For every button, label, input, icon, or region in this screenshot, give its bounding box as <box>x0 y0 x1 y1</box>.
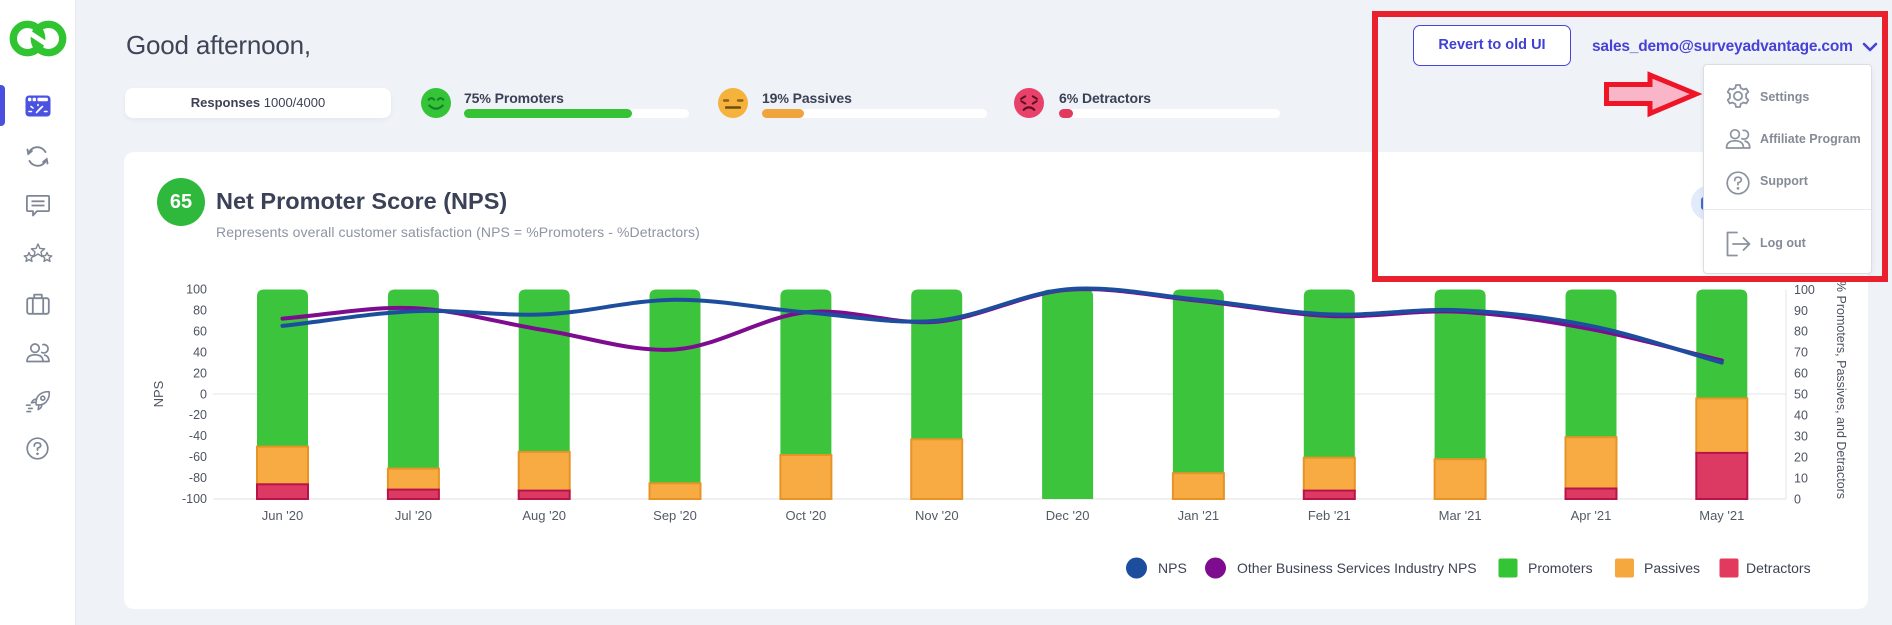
svg-text:% Promoters, Passives, and Det: % Promoters, Passives, and Detractors <box>1834 281 1848 499</box>
svg-text:80: 80 <box>193 304 207 318</box>
svg-text:Passives: Passives <box>1644 560 1700 576</box>
svg-text:Nov '20: Nov '20 <box>915 508 959 523</box>
svg-text:70: 70 <box>1794 346 1808 360</box>
svg-text:NPS: NPS <box>1158 560 1187 576</box>
svg-text:Aug '20: Aug '20 <box>522 508 566 523</box>
svg-text:0: 0 <box>1794 492 1801 506</box>
svg-text:Feb '21: Feb '21 <box>1308 508 1351 523</box>
svg-text:20: 20 <box>193 366 207 380</box>
svg-text:50: 50 <box>1794 388 1808 402</box>
svg-text:Jun '20: Jun '20 <box>262 508 304 523</box>
svg-text:100: 100 <box>1794 283 1815 297</box>
svg-text:60: 60 <box>193 324 207 338</box>
svg-text:40: 40 <box>1794 409 1808 423</box>
svg-text:Dec '20: Dec '20 <box>1046 508 1090 523</box>
svg-text:0: 0 <box>200 387 207 401</box>
svg-text:-100: -100 <box>182 492 207 506</box>
svg-text:Jan '21: Jan '21 <box>1178 508 1220 523</box>
svg-text:20: 20 <box>1794 450 1808 464</box>
svg-text:Other Business Services Indust: Other Business Services Industry NPS <box>1237 560 1477 576</box>
svg-text:Sep '20: Sep '20 <box>653 508 697 523</box>
svg-text:-80: -80 <box>189 471 207 485</box>
svg-text:NPS: NPS <box>151 380 166 407</box>
svg-text:60: 60 <box>1794 367 1808 381</box>
svg-text:90: 90 <box>1794 304 1808 318</box>
svg-text:Oct '20: Oct '20 <box>786 508 827 523</box>
svg-text:Promoters: Promoters <box>1528 560 1593 576</box>
svg-text:Mar '21: Mar '21 <box>1439 508 1482 523</box>
svg-text:80: 80 <box>1794 325 1808 339</box>
svg-text:May '21: May '21 <box>1699 508 1744 523</box>
svg-text:Apr '21: Apr '21 <box>1571 508 1612 523</box>
svg-text:10: 10 <box>1794 471 1808 485</box>
svg-text:30: 30 <box>1794 429 1808 443</box>
svg-text:-40: -40 <box>189 429 207 443</box>
svg-text:100: 100 <box>186 283 207 297</box>
svg-text:40: 40 <box>193 345 207 359</box>
svg-text:Jul '20: Jul '20 <box>395 508 432 523</box>
svg-text:-20: -20 <box>189 408 207 422</box>
svg-text:-60: -60 <box>189 450 207 464</box>
svg-text:Detractors: Detractors <box>1746 560 1811 576</box>
